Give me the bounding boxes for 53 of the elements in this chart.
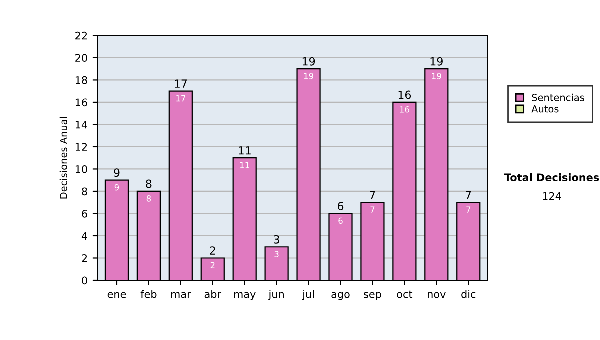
data-label: 8 (146, 196, 152, 202)
x-tick-label: sep (364, 292, 382, 300)
total-label: 9 (114, 168, 120, 178)
y-tick-label: 4 (82, 232, 88, 240)
text: Total Decisiones (504, 173, 600, 182)
total-label: 17 (175, 80, 188, 88)
data-label: 7 (370, 206, 375, 213)
data-label: 7 (466, 206, 471, 213)
y-tick-label: 16 (76, 98, 88, 107)
data-label: 11 (240, 162, 250, 168)
x-tick-label: jul (302, 290, 314, 300)
data-label: 16 (400, 106, 410, 113)
x-tick-label: ago (332, 292, 350, 300)
data-label: 6 (338, 218, 343, 224)
y-axis-title: Decisiones Anual (60, 117, 68, 199)
x-tick-label: abr (204, 290, 222, 298)
y-tick-label: 12 (76, 143, 88, 151)
y-tick-label: 2 (82, 254, 88, 262)
data-label: 19 (432, 73, 442, 80)
total-label: 16 (398, 90, 412, 100)
y-tick-label: 18 (76, 76, 88, 84)
data-label: 19 (304, 73, 314, 80)
y-tick-label: 14 (76, 121, 88, 129)
total-label: 7 (466, 191, 472, 200)
y-tick-label: 8 (82, 188, 88, 196)
total-label: 2 (210, 246, 216, 255)
x-tick-label: dic (462, 290, 476, 298)
data-label: 17 (176, 95, 186, 102)
total-label: 19 (430, 57, 443, 66)
total-label: 3 (274, 235, 280, 244)
legend-label: Sentencias (532, 94, 584, 102)
total-label: 7 (370, 191, 376, 200)
x-tick-label: mar (171, 292, 192, 298)
y-tick-label: 10 (76, 165, 88, 174)
data-label: 9 (114, 184, 120, 191)
legend-label: Autos (532, 106, 559, 113)
total-label: 19 (302, 57, 316, 66)
x-tick-label: ene (108, 292, 126, 298)
total-label: 8 (146, 180, 152, 188)
text: 124 (543, 192, 562, 200)
total-label: 11 (239, 146, 251, 155)
x-tick-label: oct (397, 290, 413, 298)
data-label: 2 (210, 262, 215, 268)
y-tick-label: 20 (76, 54, 88, 62)
x-tick-label: nov (428, 292, 446, 298)
data-label: 3 (274, 251, 279, 258)
x-tick-label: feb (140, 290, 157, 298)
y-tick-label: 6 (82, 210, 88, 218)
y-tick-label: 22 (76, 32, 88, 40)
x-tick-label: jun (268, 290, 284, 300)
total-label: 6 (338, 202, 344, 210)
y-tick-label: 0 (82, 276, 88, 285)
x-tick-label: may (234, 292, 256, 300)
